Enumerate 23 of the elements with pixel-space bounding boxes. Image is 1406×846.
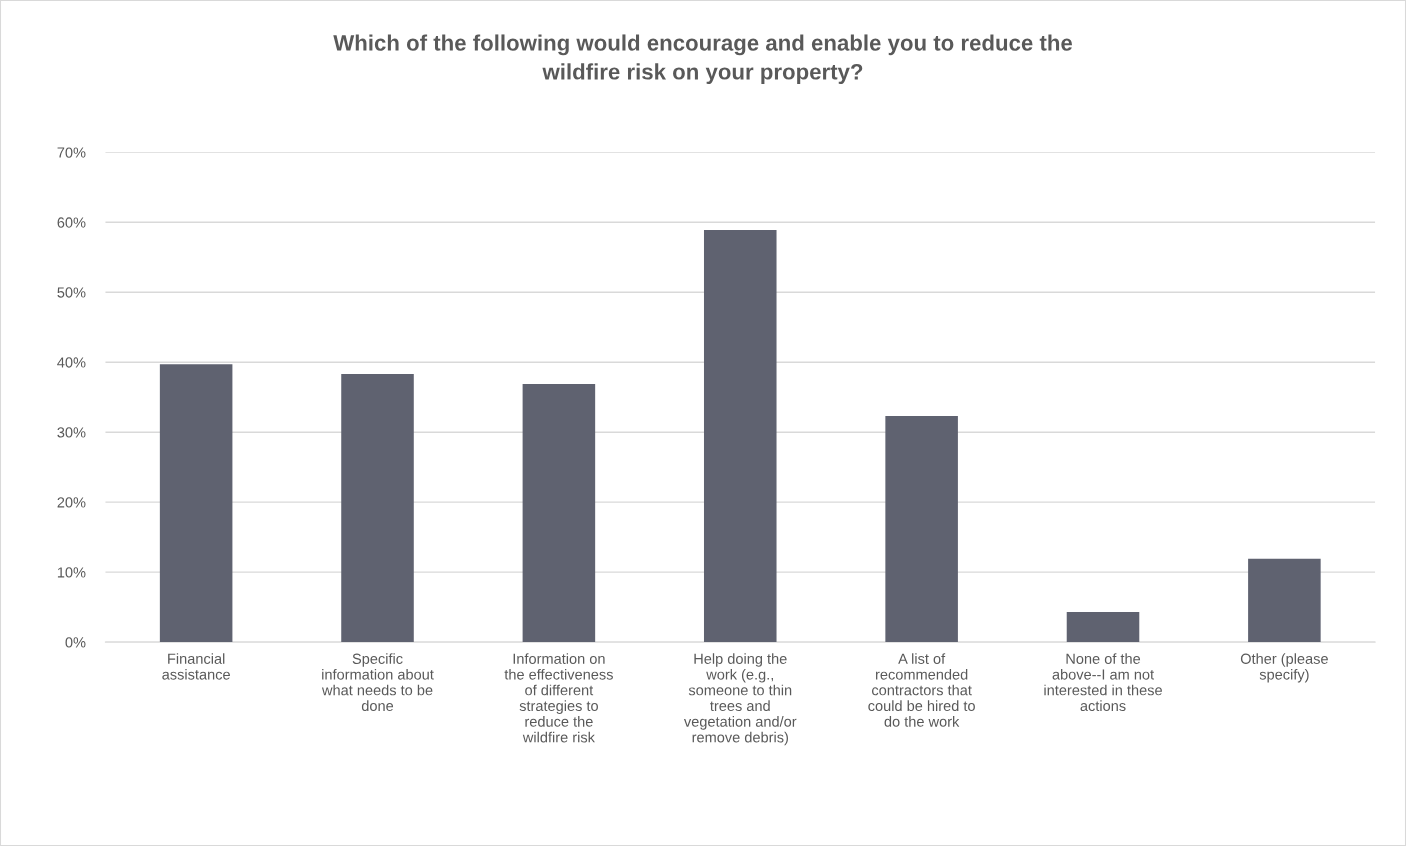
y-tick-label: 20% [57,497,86,508]
x-tick-label: None of the above--I am not interested in these actions [1044,653,1162,712]
y-tick-label: 40% [57,357,86,368]
x-tick-label: Financial assistance [162,653,230,680]
bar [703,229,777,643]
bar [1248,558,1321,643]
bar [885,416,958,643]
bar [522,383,596,643]
x-tick-label: Information on the effectiveness of different strategies to reduce the wildfire risk [504,653,613,743]
y-tick-label: 60% [57,217,86,228]
bar [159,364,233,643]
x-tick-label: Help doing the work (e.g., someone to thin trees and vegetation and/or remove debris) [683,653,797,746]
y-tick-label: 30% [57,427,86,438]
x-tick-label: A list of recommended contractors that could be hired to do the work [868,653,975,727]
y-tick-label: 50% [57,287,86,298]
x-tick-label: Specific information about what needs to be done [321,653,434,712]
x-tick-label: Other (please specify) [1240,653,1328,683]
y-tick-label: 0% [65,637,86,648]
bar [341,374,414,643]
y-tick-label: 10% [57,567,86,578]
y-tick-label: 70% [57,147,86,158]
bar [1066,612,1140,643]
chart-title: Which of the following would encourage and enable you to reduce the wildfire risk on your property? [333,34,1073,85]
